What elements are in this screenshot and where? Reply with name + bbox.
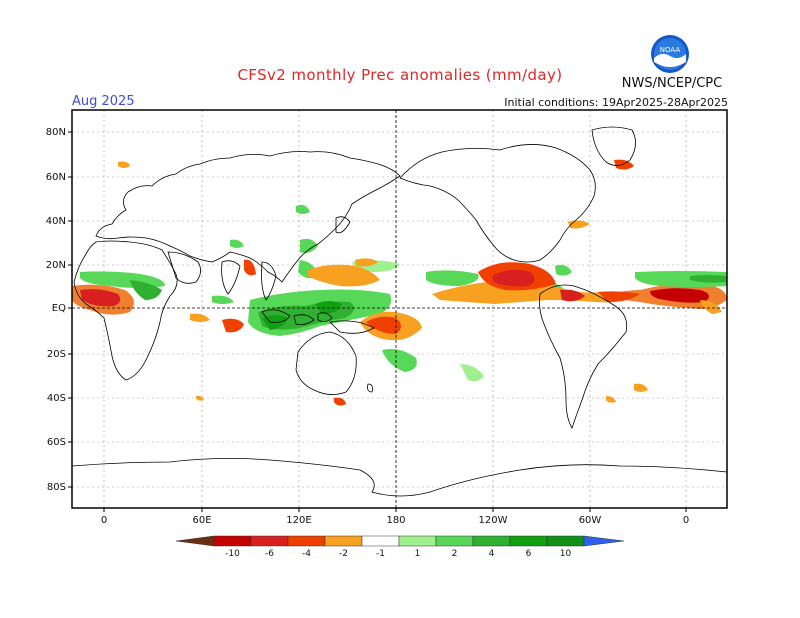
initial-conditions: Initial conditions: 19Apr2025-28Apr2025 <box>504 96 728 109</box>
colorbar-segment <box>361 535 400 547</box>
colorbar-segment <box>398 535 437 547</box>
colorbar: -10 -6 -4 -2 -1 1 2 4 6 10 <box>175 535 625 559</box>
logo-text: NOAA <box>660 46 681 54</box>
colorbar-segment <box>546 535 585 547</box>
lat-label-20n: 20N <box>46 260 66 271</box>
map-frame <box>71 109 728 509</box>
colorbar-segment <box>435 535 474 547</box>
agency-label: NWS/NCEP/CPC <box>621 76 723 91</box>
lat-label-eq: EQ <box>52 303 66 314</box>
latitude-labels: 80N 60N 40N 20N EQ 20S 40S 60S 80S <box>46 127 66 493</box>
colorbar-tick-label: -2 <box>339 549 348 559</box>
axis-ticks <box>68 131 687 512</box>
colorbar-tick-label: -10 <box>225 549 240 559</box>
lat-label-20s: 20S <box>47 349 66 360</box>
colorbar-segment <box>472 535 511 547</box>
map-title: CFSv2 monthly Prec anomalies (mm/day) <box>237 66 563 84</box>
colorbar-segment <box>250 535 289 547</box>
colorbar-tick-label: 6 <box>526 549 532 559</box>
colorbar-tick-label: 1 <box>415 549 421 559</box>
lon-label-120w: 120W <box>479 515 508 526</box>
colorbar-arrow-right <box>583 535 625 547</box>
colorbar-segment <box>287 535 326 547</box>
colorbar-segment <box>324 535 363 547</box>
longitude-labels: 0 60E 120E 180 120W 60W 0 <box>101 515 689 526</box>
lon-label-120e: 120E <box>286 515 311 526</box>
lon-label-60e: 60E <box>192 515 211 526</box>
colorbar-segment <box>213 535 252 547</box>
lat-label-60n: 60N <box>46 172 66 183</box>
lat-label-80s: 80S <box>47 482 66 493</box>
noaa-logo-icon: NOAA <box>651 35 689 73</box>
graticule <box>72 110 727 508</box>
colorbar-arrow-left <box>175 535 215 547</box>
coastlines <box>72 126 727 497</box>
colorbar-tick-label: 2 <box>452 549 458 559</box>
lat-label-40s: 40S <box>47 393 66 404</box>
anomaly-shading <box>72 159 727 406</box>
colorbar-tick-label: -6 <box>265 549 274 559</box>
lat-label-60s: 60S <box>47 437 66 448</box>
colorbar-tick-label: -1 <box>376 549 385 559</box>
colorbar-tick-label: 4 <box>489 549 495 559</box>
colorbar-segment <box>509 535 548 547</box>
lon-label-60w: 60W <box>579 515 602 526</box>
forecast-month: Aug 2025 <box>72 94 135 109</box>
colorbar-tick-label: 10 <box>560 549 572 559</box>
lon-label-180: 180 <box>386 515 405 526</box>
lon-label-0-east: 0 <box>683 515 689 526</box>
lat-label-80n: 80N <box>46 127 66 138</box>
colorbar-tick-label: -4 <box>302 549 311 559</box>
lat-label-40n: 40N <box>46 216 66 227</box>
lon-label-0-west: 0 <box>101 515 107 526</box>
